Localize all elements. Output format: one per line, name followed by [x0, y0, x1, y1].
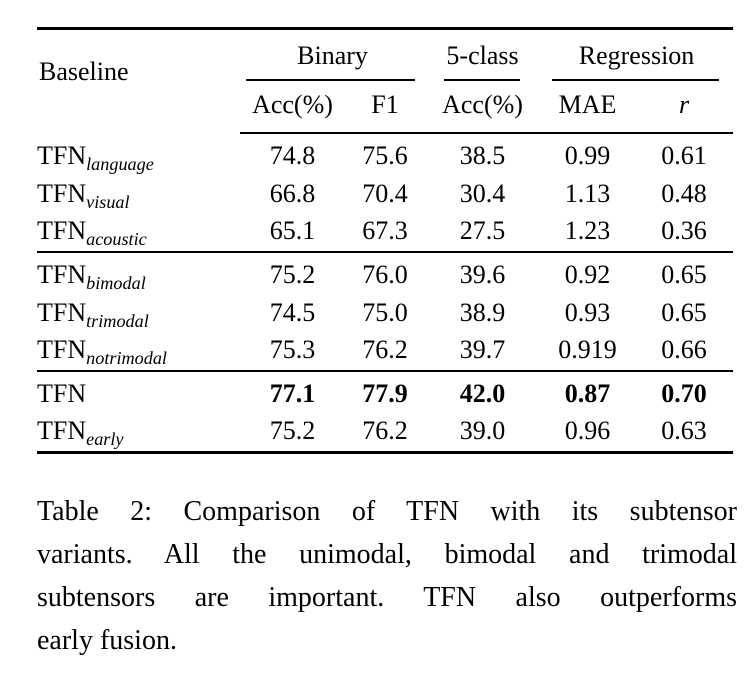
results-table: Baseline Binary 5-class Regression Acc(%… — [37, 27, 734, 454]
model-subscript: language — [86, 153, 154, 174]
group-label-5class: 5-class — [446, 41, 519, 70]
table-header: Baseline Binary 5-class Regression Acc(%… — [37, 29, 734, 135]
row-label: TFNearly — [37, 413, 240, 452]
model-subscript: trimodal — [86, 310, 149, 331]
table-row: TFNvisual 66.8 70.4 30.4 1.13 0.48 — [37, 176, 733, 214]
table-row: TFNacoustic 65.1 67.3 27.5 1.23 0.36 — [37, 213, 733, 252]
cell-r: 0.70 — [661, 378, 707, 408]
cell-mae: 0.92 — [564, 259, 611, 289]
cell-mae: 1.13 — [564, 178, 611, 208]
subheader-binary-acc: Acc(%) — [240, 81, 345, 135]
row-label: TFN — [37, 371, 240, 414]
table-caption: Table 2: Comparison of TFN with its subt… — [37, 490, 737, 662]
unimodal-group: TFNlanguage 74.8 75.6 38.5 0.99 0.61 TFN… — [37, 133, 733, 252]
cell-f1: 70.4 — [362, 178, 408, 208]
5class-group-underline — [444, 78, 521, 81]
multimodal-subtensor-group: TFNbimodal 75.2 76.0 39.6 0.92 0.65 TFNt… — [37, 251, 734, 371]
model-subscript: notrimodal — [86, 348, 167, 369]
cell-5class-acc: 30.4 — [459, 178, 506, 208]
cell-mae: 0.96 — [564, 416, 611, 446]
row-label: TFNlanguage — [37, 133, 240, 176]
paper-table-figure: Baseline Binary 5-class Regression Acc(%… — [37, 27, 737, 662]
cell-5class-acc: 38.5 — [459, 141, 506, 171]
row-label: TFNvisual — [37, 176, 240, 214]
regression-group-underline — [552, 78, 720, 81]
model-name: TFN — [37, 378, 87, 408]
cell-mae: 1.23 — [564, 216, 611, 246]
caption-line: subtensors are important. TFN also outpe… — [37, 581, 737, 613]
subheader-mae: MAE — [540, 81, 636, 135]
table-row-best: TFN 77.1 77.9 42.0 0.87 0.70 — [37, 371, 733, 414]
model-name: TFN — [37, 178, 87, 208]
cell-r: 0.61 — [661, 141, 707, 171]
cell-f1: 75.6 — [362, 141, 408, 171]
subheader-r: r — [635, 81, 734, 135]
caption-line: early fusion. — [37, 624, 177, 656]
cell-binary-acc: 66.8 — [269, 178, 316, 208]
row-label: TFNacoustic — [37, 213, 240, 252]
group-header-5class: 5-class — [425, 29, 540, 82]
cell-5class-acc: 42.0 — [459, 378, 506, 408]
model-name: TFN — [37, 335, 87, 365]
cell-f1: 67.3 — [362, 216, 408, 246]
model-name: TFN — [37, 259, 87, 289]
cell-5class-acc: 39.7 — [459, 335, 506, 365]
row-label: TFNtrimodal — [37, 295, 240, 333]
cell-mae: 0.87 — [564, 378, 611, 408]
cell-r: 0.63 — [661, 416, 707, 446]
table-row: TFNlanguage 74.8 75.6 38.5 0.99 0.61 — [37, 133, 733, 176]
cell-binary-acc: 74.8 — [269, 141, 316, 171]
subheader-f1: F1 — [345, 81, 426, 135]
binary-group-underline — [246, 78, 416, 81]
caption-line: variants. All the unimodal, bimodal and … — [37, 538, 737, 570]
caption-line: Table 2: Comparison of TFN with its subt… — [37, 495, 737, 527]
model-subscript: visual — [86, 191, 130, 212]
cell-mae: 0.99 — [564, 141, 611, 171]
cell-f1: 76.2 — [362, 416, 408, 446]
cell-r: 0.65 — [661, 259, 707, 289]
cell-mae: 0.93 — [564, 297, 611, 327]
cell-binary-acc: 75.2 — [269, 259, 316, 289]
model-subscript: bimodal — [86, 273, 146, 294]
cell-binary-acc: 75.3 — [269, 335, 316, 365]
group-header-regression: Regression — [540, 29, 733, 82]
subheader-5class-acc: Acc(%) — [425, 81, 541, 135]
cell-5class-acc: 38.9 — [459, 297, 506, 327]
cell-binary-acc: 75.2 — [269, 416, 316, 446]
cell-r: 0.65 — [661, 297, 707, 327]
cell-mae: 0.919 — [558, 335, 617, 365]
model-subscript: acoustic — [86, 229, 147, 250]
cell-binary-acc: 74.5 — [269, 297, 316, 327]
model-name: TFN — [37, 216, 87, 246]
cell-5class-acc: 27.5 — [459, 216, 506, 246]
model-subscript: early — [86, 429, 124, 450]
cell-r: 0.48 — [661, 178, 707, 208]
cell-binary-acc: 65.1 — [269, 216, 316, 246]
cell-f1: 76.2 — [362, 335, 408, 365]
cell-f1: 76.0 — [362, 259, 408, 289]
group-header-binary: Binary — [240, 29, 425, 82]
group-label-regression: Regression — [578, 41, 695, 70]
row-label: TFNbimodal — [37, 252, 240, 295]
cell-r: 0.66 — [661, 335, 707, 365]
table-row: TFNbimodal 75.2 76.0 39.6 0.92 0.65 — [37, 252, 733, 295]
group-header-row: Baseline Binary 5-class Regression — [37, 29, 733, 86]
cell-5class-acc: 39.0 — [459, 416, 506, 446]
table-row: TFNearly 75.2 76.2 39.0 0.96 0.63 — [37, 413, 733, 452]
column-header-baseline: Baseline — [39, 57, 129, 87]
table-row: TFNtrimodal 74.5 75.0 38.9 0.93 0.65 — [37, 295, 733, 333]
model-name: TFN — [37, 140, 87, 170]
model-name: TFN — [37, 297, 87, 327]
cell-binary-acc: 77.1 — [269, 378, 316, 408]
full-model-group: TFN 77.1 77.9 42.0 0.87 0.70 TFNearly 75… — [37, 370, 734, 453]
row-label: TFNnotrimodal — [37, 332, 240, 371]
cell-r: 0.36 — [661, 216, 707, 246]
cell-5class-acc: 39.6 — [459, 259, 506, 289]
cell-f1: 77.9 — [362, 378, 408, 408]
group-label-binary: Binary — [297, 41, 368, 70]
table-row: TFNnotrimodal 75.3 76.2 39.7 0.919 0.66 — [37, 332, 733, 371]
cell-f1: 75.0 — [362, 297, 408, 327]
model-name: TFN — [37, 416, 87, 446]
subheader-row: Acc(%) F1 Acc(%) MAE r — [37, 81, 734, 135]
